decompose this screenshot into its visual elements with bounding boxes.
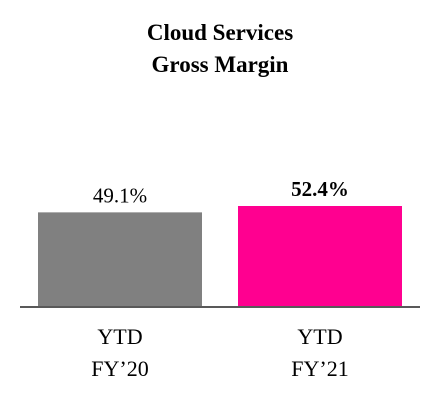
x-tick-label-2-line-2: FY’21 — [291, 356, 348, 381]
bars-layer: 49.1% 52.4% — [38, 177, 402, 307]
x-tick-label-2-line-1: YTD — [297, 324, 342, 349]
bar-2 — [238, 206, 402, 307]
bar-1 — [38, 212, 202, 307]
data-label-2: 52.4% — [291, 177, 349, 201]
chart-title-line-1: Cloud Services — [147, 20, 293, 45]
x-tick-label-1-line-1: YTD — [97, 324, 142, 349]
x-tick-label-1-line-2: FY’20 — [91, 356, 148, 381]
chart-title-line-2: Gross Margin — [152, 52, 289, 77]
data-label-1: 49.1% — [93, 183, 147, 207]
